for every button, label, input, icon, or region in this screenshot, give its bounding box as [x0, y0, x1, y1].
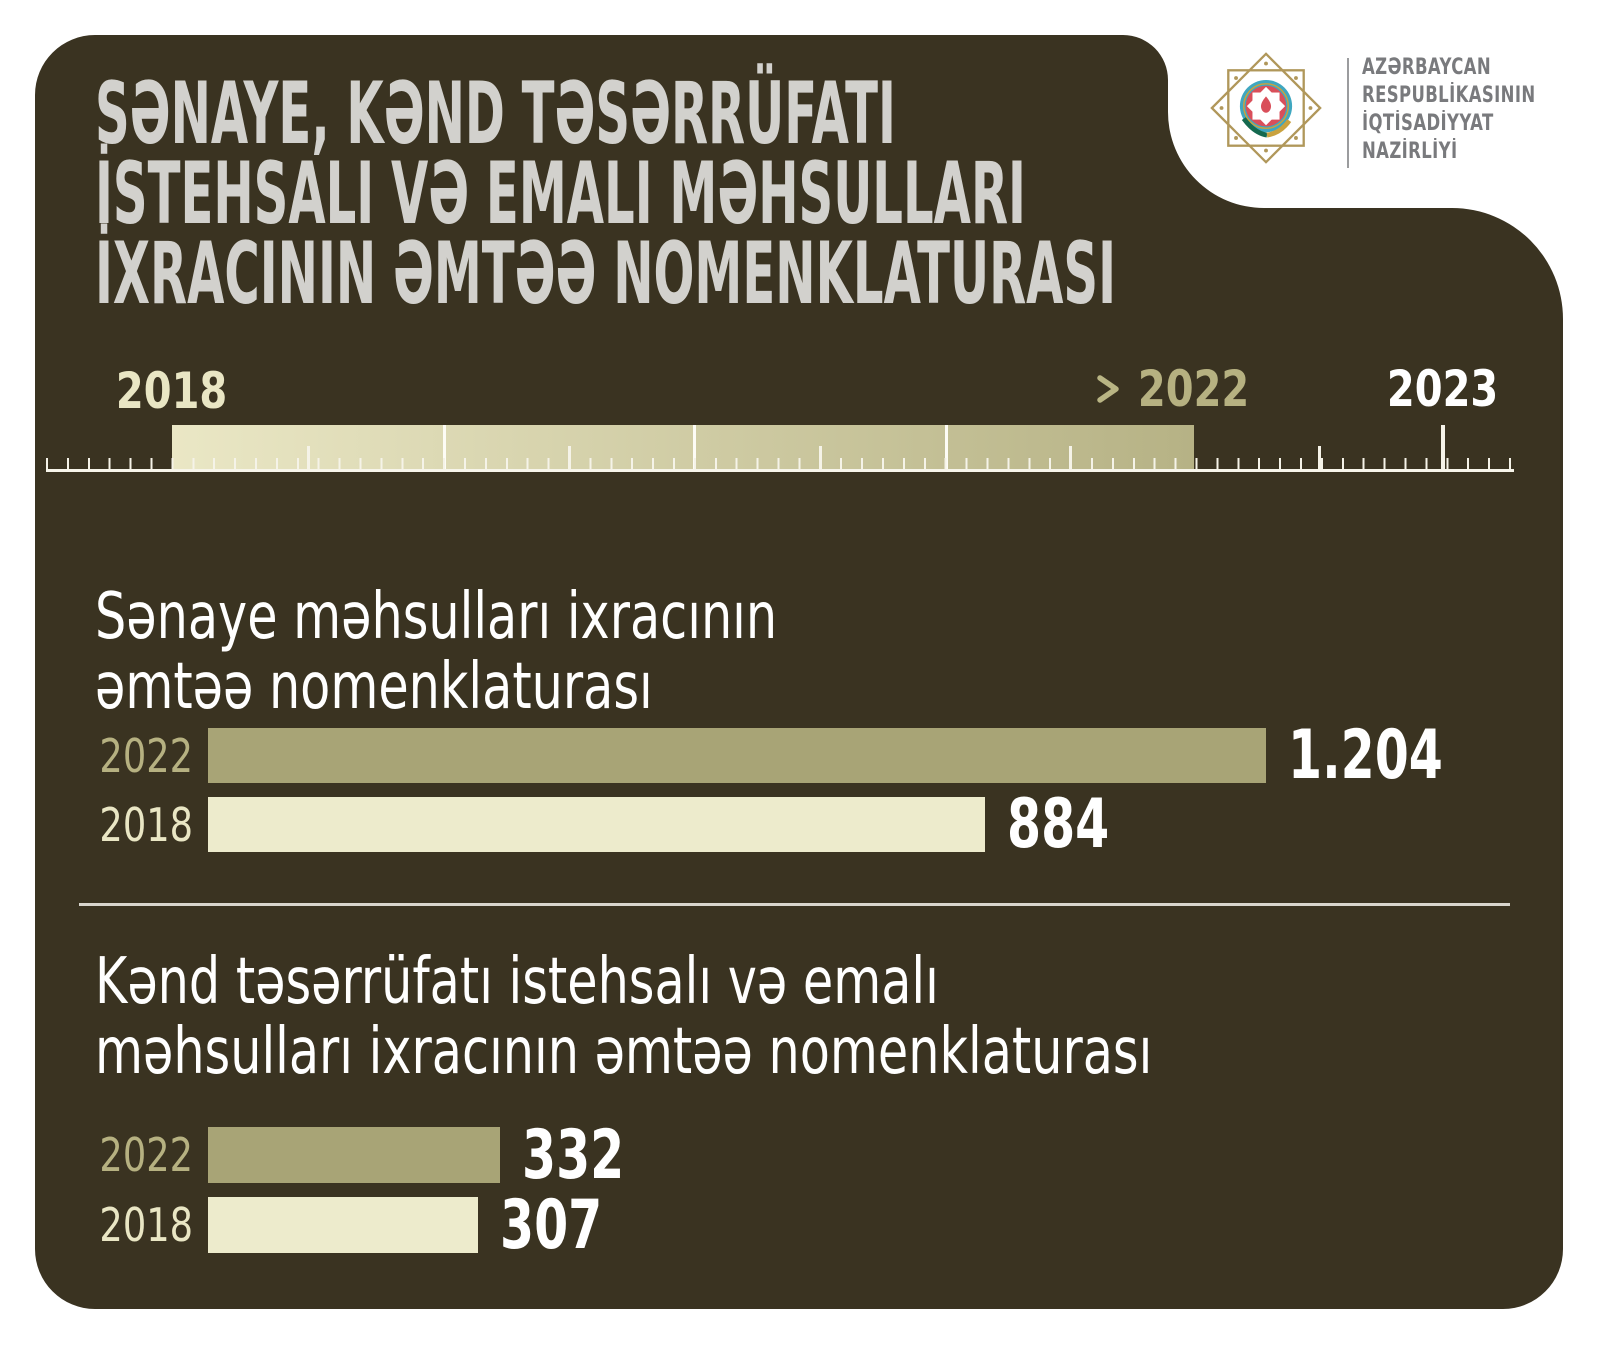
ruler-halfyear-tick [568, 446, 571, 469]
year-divider-2019 [443, 425, 446, 470]
page-title-line-1: SƏNAYE, KƏND TƏSƏRRÜFATI [95, 64, 896, 164]
emblem-wheat-branch [1266, 119, 1292, 138]
industry-bar-2018 [208, 797, 985, 852]
bar-year-label: 2022 [99, 1128, 193, 1182]
ruler-2023-tick [1441, 425, 1445, 469]
industry-row-2022: 2022 1.204 [0, 716, 1600, 795]
industry-row-2018: 2018 884 [0, 785, 1600, 864]
bar-year-label: 2022 [99, 728, 193, 783]
page-title: SƏNAYE, KƏND TƏSƏRRÜFATI İSTEHSALI VƏ EM… [95, 64, 1600, 324]
ruler-baseline [46, 469, 1514, 472]
industry-value-2022: 1.204 [1288, 716, 1443, 795]
ministry-name-line: AZƏRBAYCAN [1362, 55, 1492, 80]
ruler-halfyear-tick [1318, 446, 1321, 469]
agriculture-value-2018: 307 [500, 1185, 603, 1265]
timeline-arrow-icon [242, 375, 1119, 403]
ministry-name-line: NAZİRLİYİ [1362, 139, 1458, 164]
section-divider [79, 903, 1510, 906]
ruler-halfyear-tick [1069, 446, 1072, 469]
timeline-start-year: 2018 [116, 362, 228, 420]
agriculture-chart-title-line: Kənd təsərrüfatı istehsalı və emalı [95, 945, 939, 1019]
ruler-month-ticks [46, 458, 1514, 469]
timeline-ruler [46, 425, 1514, 472]
logo-separator [1347, 58, 1349, 168]
timeline-next-year: 2023 [1387, 360, 1499, 418]
agriculture-bar-2022 [208, 1127, 500, 1183]
industry-chart-title-line: əmtəə nomenklaturası [95, 650, 653, 724]
ministry-name-line: RESPUBLİKASININ [1362, 83, 1536, 108]
industry-value-2018: 884 [1007, 785, 1110, 864]
industry-chart-title: Sənaye məhsulları ixracının əmtəə nomenk… [95, 582, 981, 722]
ministry-name: AZƏRBAYCAN RESPUBLİKASININ İQTİSADİYYAT … [1362, 54, 1593, 166]
ruler-halfyear-tick [819, 446, 822, 469]
agriculture-bar-2018 [208, 1197, 478, 1253]
emblem-flame-icon [1260, 96, 1272, 113]
bar-year-label: 2018 [99, 1198, 193, 1252]
industry-bar-2022 [208, 728, 1266, 783]
agriculture-chart-title: Kənd təsərrüfatı istehsalı və emalı məhs… [95, 947, 1468, 1087]
ruler-halfyear-tick [307, 446, 310, 469]
page-title-line-2: İSTEHSALI VƏ EMALI MƏHSULLARI [95, 144, 1026, 244]
bar-year-label: 2018 [99, 797, 193, 852]
ministry-emblem-icon [1210, 52, 1322, 164]
timeline-end-year: 2022 [1138, 360, 1250, 418]
ministry-name-line: İQTİSADİYYAT [1362, 111, 1494, 136]
agriculture-chart-title-line: məhsulları ixracının əmtəə nomenklaturas… [95, 1015, 1153, 1089]
industry-chart-title-line: Sənaye məhsulları ixracının [95, 580, 778, 654]
agriculture-row-2018: 2018 307 [0, 1186, 1600, 1265]
year-divider-2021 [945, 425, 948, 470]
panel-shape [35, 35, 1563, 1309]
year-divider-2020 [693, 425, 696, 470]
emblem-laurel-branch [1241, 117, 1268, 138]
page-title-line-3: İXRACININ ƏMTƏƏ NOMENKLATURASI [95, 224, 1117, 324]
agriculture-row-2022: 2022 332 [0, 1116, 1600, 1195]
agriculture-value-2022: 332 [522, 1115, 625, 1195]
